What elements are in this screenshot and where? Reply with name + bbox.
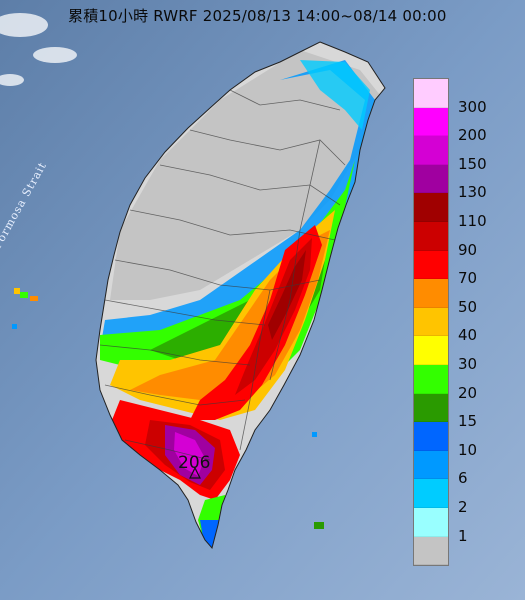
cloud-patches [0,13,77,86]
legend-swatch [414,107,448,137]
island-outline [95,41,386,550]
legend-swatch [414,393,448,423]
county-boundaries [99,89,346,461]
legend-label: 40 [458,326,478,345]
legend-swatch [414,307,448,337]
legend-label: 30 [458,355,478,373]
legend-label: 110 [458,212,487,230]
legend-label: 1 [458,526,468,545]
legend-swatch [414,479,448,508]
legend-swatch [414,536,448,566]
legend-swatch [414,250,448,280]
legend-swatch [414,79,448,108]
legend-label: 15 [458,412,478,431]
offshore-echoes [12,288,324,529]
legend-label: 90 [458,240,478,259]
legend-label: 2 [458,498,468,516]
legend-swatch [414,193,448,222]
legend-swatch [414,279,448,308]
legend-label: 300 [458,97,487,116]
legend-label: 70 [458,269,478,288]
legend-swatch [414,507,448,537]
max-rainfall-value: 206 [178,453,211,473]
map-title: 累積10小時 RWRF 2025/08/13 14:00~08/14 00:00 [68,7,447,25]
legend-label: 150 [458,154,487,173]
legend-swatch [414,450,448,480]
legend-swatch [414,364,448,394]
rainfall-legend [413,78,449,567]
legend-label: 200 [458,126,487,145]
legend-swatch [414,136,448,165]
legend-label: 50 [458,297,478,316]
legend-label: 20 [458,383,478,402]
legend-swatch [414,422,448,451]
legend-label: 6 [458,469,468,488]
legend-swatch [414,336,448,365]
legend-label: 10 [458,440,478,459]
legend-swatch [414,221,448,251]
legend-swatch [414,164,448,194]
legend-label: 130 [458,183,487,202]
max-rain-marker-icon [189,466,201,479]
